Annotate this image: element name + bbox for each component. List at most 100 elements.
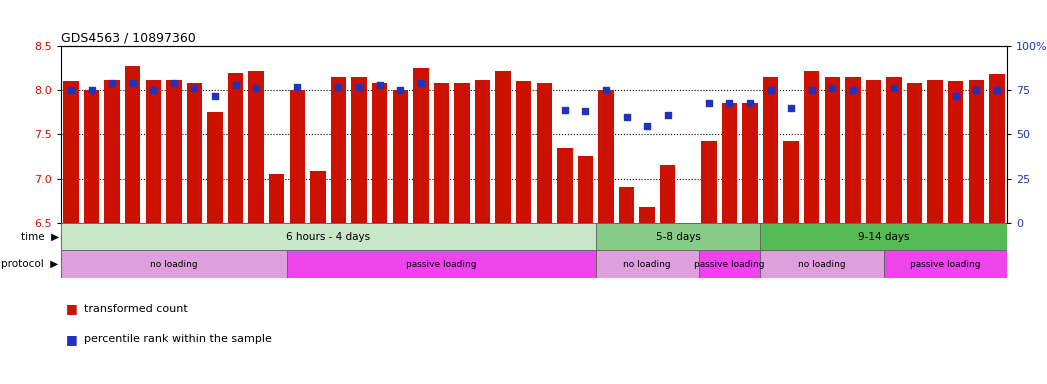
Bar	[372, 83, 387, 223]
Point	[125, 80, 141, 86]
Point	[886, 85, 903, 91]
Bar	[310, 172, 326, 223]
Bar	[928, 79, 943, 223]
Point	[372, 82, 388, 88]
Bar	[475, 79, 490, 223]
Bar	[804, 71, 820, 223]
Point	[165, 80, 182, 86]
Text: protocol  ▶: protocol ▶	[1, 259, 59, 269]
Point	[289, 84, 306, 90]
Point	[577, 108, 594, 114]
Point	[700, 99, 717, 106]
Bar	[989, 74, 1005, 223]
Bar	[331, 77, 347, 223]
Bar	[269, 174, 285, 223]
Bar	[968, 79, 984, 223]
Bar	[760, 223, 1007, 250]
Point	[63, 87, 80, 93]
Bar	[887, 77, 901, 223]
Point	[762, 87, 779, 93]
Text: no loading: no loading	[623, 260, 671, 269]
Bar	[207, 113, 223, 223]
Bar	[248, 71, 264, 223]
Text: passive loading: passive loading	[694, 260, 764, 269]
Bar	[393, 90, 408, 223]
Bar	[536, 83, 552, 223]
Text: ■: ■	[66, 333, 77, 346]
Point	[948, 93, 964, 99]
Bar	[742, 104, 758, 223]
Text: percentile rank within the sample: percentile rank within the sample	[84, 334, 271, 344]
Point	[741, 99, 758, 106]
Point	[144, 87, 161, 93]
Bar	[845, 77, 861, 223]
Point	[248, 85, 265, 91]
Bar	[287, 250, 596, 278]
Bar	[825, 77, 840, 223]
Text: passive loading: passive loading	[406, 260, 476, 269]
Bar	[63, 81, 79, 223]
Point	[351, 84, 367, 90]
Bar	[783, 141, 799, 223]
Bar	[146, 79, 161, 223]
Bar	[61, 250, 287, 278]
Bar	[721, 104, 737, 223]
Text: 5-8 days: 5-8 days	[655, 232, 700, 242]
Bar	[186, 83, 202, 223]
Point	[824, 85, 841, 91]
Text: 6 hours - 4 days: 6 hours - 4 days	[286, 232, 371, 242]
Text: transformed count: transformed count	[84, 304, 187, 314]
Bar	[516, 81, 532, 223]
Bar	[433, 83, 449, 223]
Bar	[763, 77, 778, 223]
Bar	[949, 81, 963, 223]
Bar	[414, 68, 428, 223]
Bar	[557, 148, 573, 223]
Bar	[84, 90, 99, 223]
Point	[227, 82, 244, 88]
Point	[968, 87, 985, 93]
Bar	[660, 165, 675, 223]
Point	[206, 93, 223, 99]
Bar	[61, 223, 596, 250]
Bar	[495, 71, 511, 223]
Bar	[290, 90, 305, 223]
Bar	[228, 73, 243, 223]
Point	[392, 87, 408, 93]
Point	[988, 87, 1005, 93]
Point	[618, 114, 634, 120]
Bar	[166, 79, 181, 223]
Bar	[698, 250, 760, 278]
Text: 9-14 days: 9-14 days	[857, 232, 910, 242]
Point	[330, 84, 347, 90]
Bar	[454, 83, 470, 223]
Point	[660, 112, 676, 118]
Bar	[125, 66, 140, 223]
Text: GDS4563 / 10897360: GDS4563 / 10897360	[61, 32, 196, 45]
Point	[783, 105, 800, 111]
Text: no loading: no loading	[798, 260, 846, 269]
Bar	[907, 83, 922, 223]
Bar	[701, 141, 716, 223]
Text: no loading: no loading	[150, 260, 198, 269]
Point	[845, 87, 862, 93]
Bar	[596, 223, 760, 250]
Point	[186, 85, 203, 91]
Bar	[578, 157, 593, 223]
Bar	[760, 250, 884, 278]
Bar	[619, 187, 634, 223]
Point	[803, 87, 820, 93]
Point	[413, 80, 429, 86]
Bar	[884, 250, 1007, 278]
Bar	[105, 79, 120, 223]
Bar	[598, 90, 614, 223]
Point	[721, 99, 738, 106]
Bar	[596, 250, 698, 278]
Text: ■: ■	[66, 302, 77, 315]
Bar	[640, 207, 654, 223]
Text: passive loading: passive loading	[910, 260, 981, 269]
Point	[83, 87, 99, 93]
Point	[104, 80, 120, 86]
Point	[556, 107, 573, 113]
Bar	[866, 79, 882, 223]
